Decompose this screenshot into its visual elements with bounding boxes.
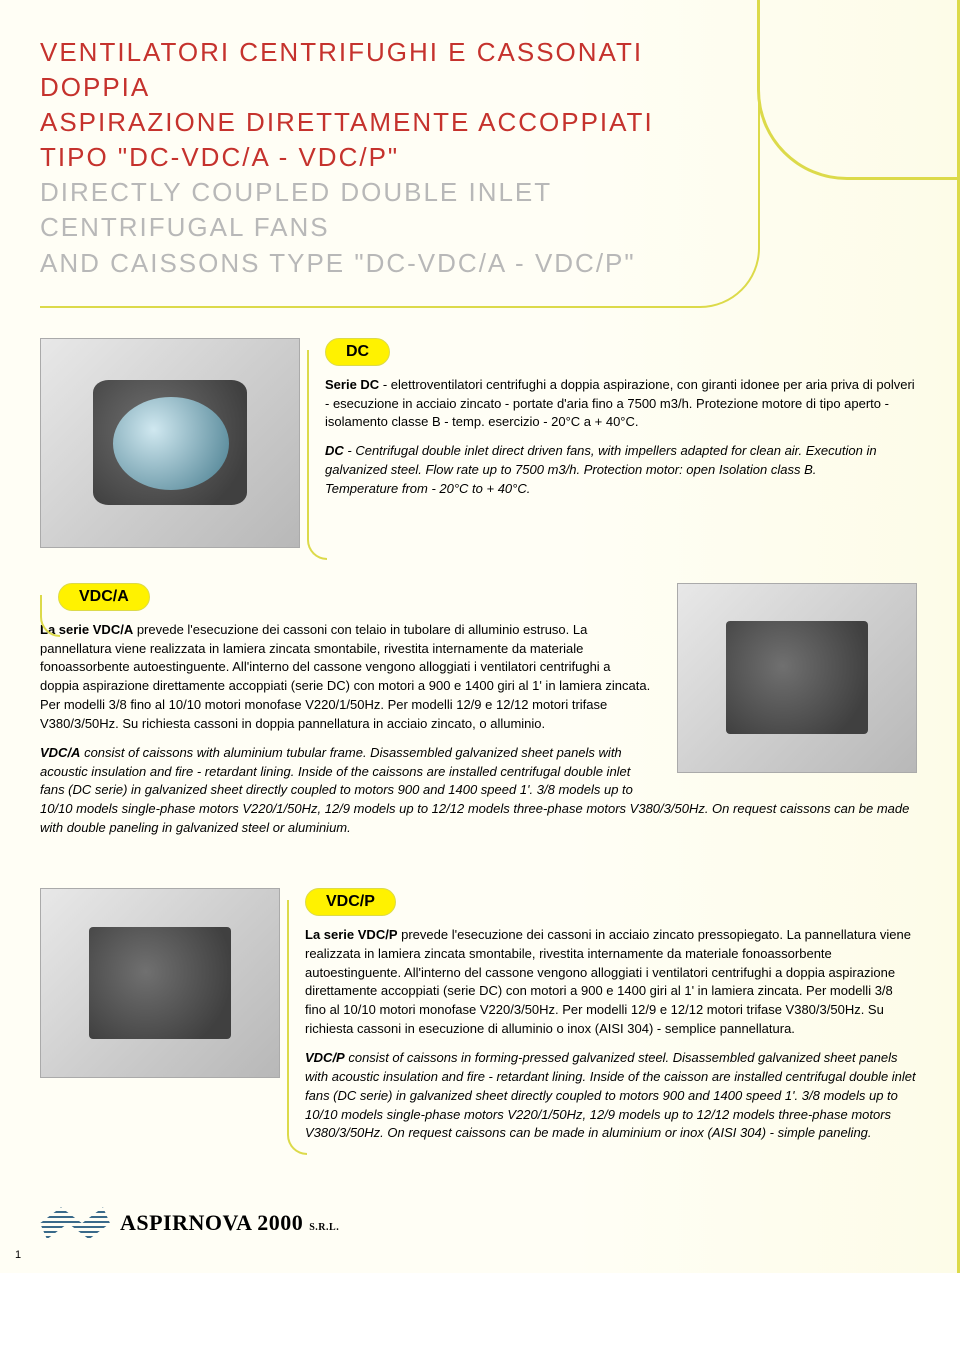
logo-icon xyxy=(40,1203,110,1243)
dc-body: Serie DC - elettroventilatori centrifugh… xyxy=(325,376,917,499)
page-number: 1 xyxy=(15,1249,21,1261)
dc-p1-lead: Serie DC xyxy=(325,377,379,392)
vdcp-text-box: VDC/P La serie VDC/P prevede l'esecuzion… xyxy=(305,888,917,1143)
dc-p2-tail: Temperature from - 20°C to + 40°C. xyxy=(325,481,530,496)
vdca-p2-lead: VDC/A xyxy=(40,745,80,760)
section-vdca: VDC/A La serie VDC/A prevede l'esecuzion… xyxy=(40,583,917,848)
title-line2: ASPIRAZIONE DIRETTAMENTE ACCOPPIATI TIPO… xyxy=(40,105,728,175)
section-dc: DC Serie DC - elettroventilatori centrif… xyxy=(40,338,917,548)
product-image-dc xyxy=(40,338,300,548)
dc-p2-lead: DC xyxy=(325,443,344,458)
label-vdcp: VDC/P xyxy=(305,888,396,916)
label-dc: DC xyxy=(325,338,390,366)
corner-decoration xyxy=(757,0,957,180)
brand-name: ASPIRNOVA 2000 S.R.L. xyxy=(120,1210,339,1236)
dc-p2: - Centrifugal double inlet direct driven… xyxy=(325,443,877,477)
brand-main: ASPIRNOVA 2000 xyxy=(120,1210,303,1235)
section-vdcp: VDC/P La serie VDC/P prevede l'esecuzion… xyxy=(40,888,917,1153)
vdcp-p2: consist of caissons in forming-pressed g… xyxy=(305,1050,916,1140)
label-vdca: VDC/A xyxy=(58,583,150,611)
product-image-vdcp xyxy=(40,888,280,1078)
footer: ASPIRNOVA 2000 S.R.L. xyxy=(40,1203,917,1243)
brand-suffix: S.R.L. xyxy=(309,1222,339,1233)
vdcp-p1: prevede l'esecuzione dei cassoni in acci… xyxy=(305,927,911,1036)
vdca-text-box: VDC/A xyxy=(58,583,917,621)
vdcp-p1-lead: La serie VDC/P xyxy=(305,927,398,942)
title-line3: DIRECTLY COUPLED DOUBLE INLET CENTRIFUGA… xyxy=(40,175,728,245)
title-line4: AND CAISSONS TYPE "DC-VDC/A - VDC/P" xyxy=(40,246,728,281)
vdcp-body: La serie VDC/P prevede l'esecuzione dei … xyxy=(305,926,917,1143)
catalog-page: VENTILATORI CENTRIFUGHI E CASSONATI DOPP… xyxy=(0,0,960,1273)
vdcp-p2-lead: VDC/P xyxy=(305,1050,345,1065)
dc-p1: - elettroventilatori centrifughi a doppi… xyxy=(325,377,915,430)
header-title-box: VENTILATORI CENTRIFUGHI E CASSONATI DOPP… xyxy=(40,20,760,308)
dc-text-box: DC Serie DC - elettroventilatori centrif… xyxy=(325,338,917,548)
title-line1: VENTILATORI CENTRIFUGHI E CASSONATI DOPP… xyxy=(40,35,728,105)
vdca-p1: prevede l'esecuzione dei cassoni con tel… xyxy=(40,622,650,731)
